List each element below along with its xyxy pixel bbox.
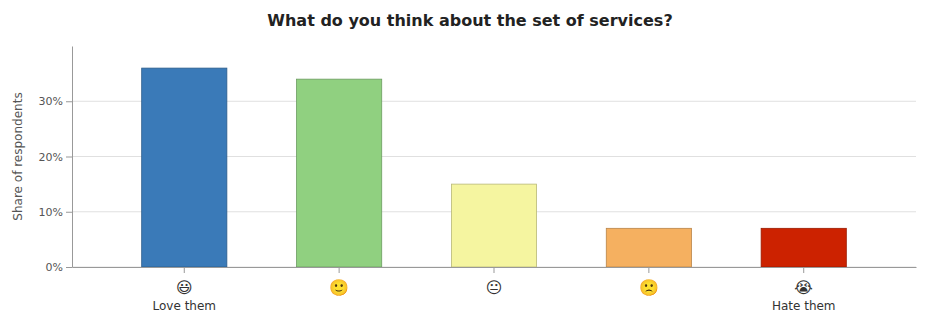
x-tick xyxy=(648,267,649,273)
y-axis-title: Share of respondents xyxy=(11,92,25,220)
x-tick xyxy=(494,267,495,273)
y-tick-label: 30% xyxy=(39,95,63,108)
x-tick xyxy=(339,267,340,273)
x-tick-mark xyxy=(339,267,340,273)
annotation: 😭 xyxy=(794,278,813,297)
x-axis: Love them Hate them xyxy=(73,267,917,313)
title: What do you think about the set of servi… xyxy=(267,11,672,30)
chart-container: What do you think about the set of servi… xyxy=(0,0,940,331)
x-tick-mark xyxy=(648,267,649,273)
y-axis-line xyxy=(72,47,73,268)
y-tick-mark xyxy=(66,212,72,213)
x-tick-mark xyxy=(494,267,495,273)
x-tick: Love them xyxy=(153,267,217,313)
annotation: 🙁 xyxy=(639,278,659,297)
y-axis: 0% 10% 20% 30% xyxy=(39,47,73,275)
y-tick: 20% xyxy=(39,151,72,164)
annotation: 🙂 xyxy=(329,278,349,297)
y-tick: 0% xyxy=(46,261,72,274)
chart: What do you think about the set of servi… xyxy=(0,0,940,331)
y-tick-mark xyxy=(66,267,72,268)
y-tick: 10% xyxy=(39,206,72,219)
x-tick: Hate them xyxy=(772,267,836,313)
x-tick-label: Love them xyxy=(153,299,217,313)
annotation: 😃 xyxy=(176,278,193,297)
plot: 0% 10% 20% 30% Love them Hate them 😃 🙂 😐 🙁 😭 Share … xyxy=(11,47,917,313)
annotation: 😐 xyxy=(486,278,503,297)
y-tick-mark xyxy=(66,157,72,158)
bar xyxy=(297,79,382,267)
bars xyxy=(142,68,847,267)
y-tick-label: 20% xyxy=(39,151,63,164)
bar xyxy=(142,68,227,267)
y-tick-mark xyxy=(66,101,72,102)
x-tick-mark xyxy=(803,267,804,273)
bar xyxy=(761,228,846,267)
y-tick-label: 10% xyxy=(39,206,63,219)
y-tick-label: 0% xyxy=(46,261,63,274)
x-tick-mark xyxy=(184,267,185,273)
y-tick: 30% xyxy=(39,95,72,108)
bar xyxy=(606,228,691,267)
x-tick-label: Hate them xyxy=(772,299,836,313)
annotations: 😃 🙂 😐 🙁 😭 xyxy=(176,278,813,297)
bar xyxy=(451,184,536,267)
